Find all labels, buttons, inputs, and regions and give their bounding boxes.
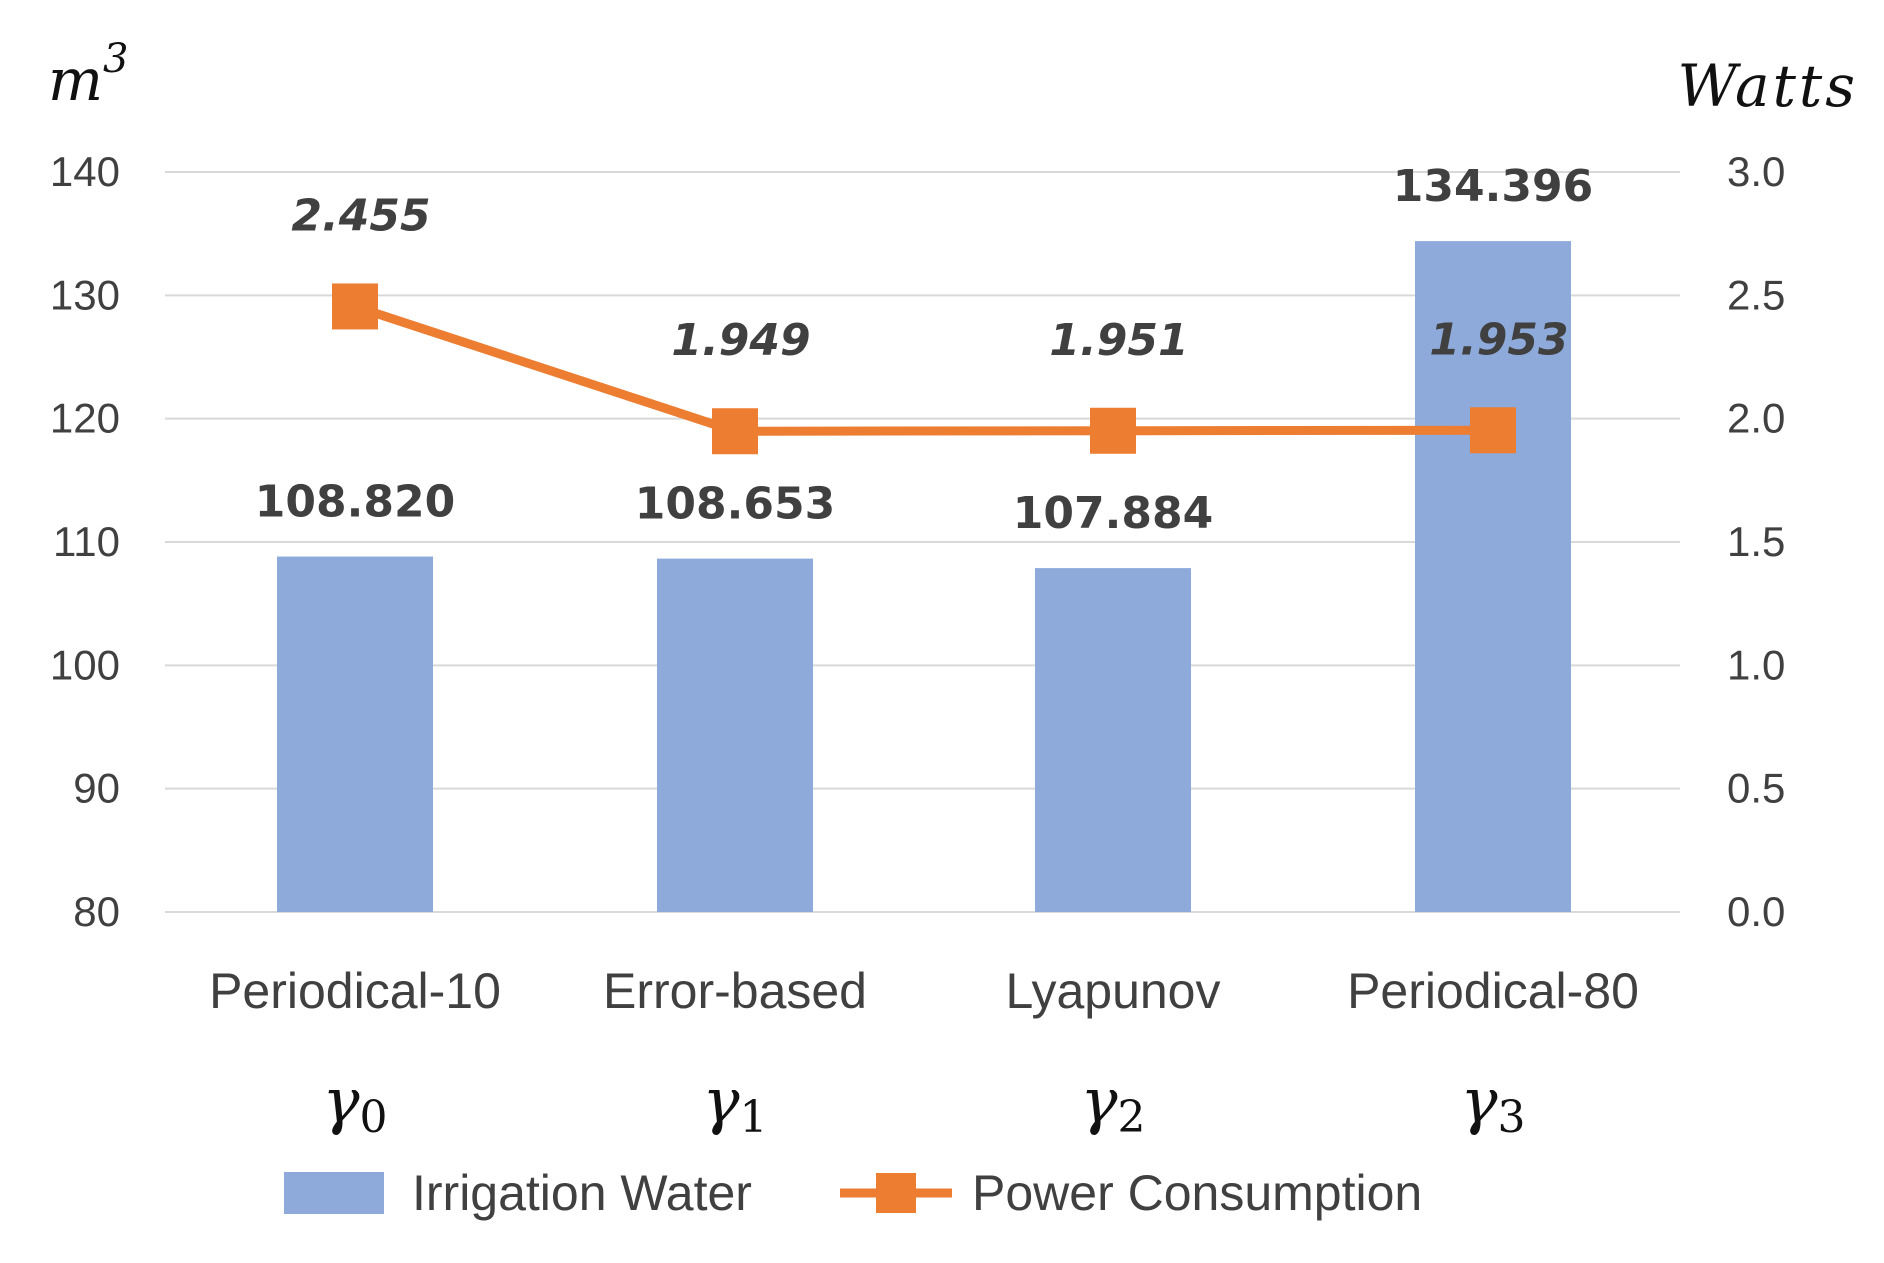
category-symbol-subscript: 3 [1498, 1092, 1526, 1143]
data-labels: 108.820 108.653 107.884 134.396 2.455 1.949 1.… [255, 161, 1593, 539]
left-axis-tick-label: 100 [50, 641, 120, 688]
left-axis-unit-label: m3 [48, 36, 128, 114]
right-axis-tick-label: 1.5 [1727, 518, 1785, 565]
category-symbol-subscript: 0 [360, 1092, 388, 1143]
category-symbol-base: γ [322, 1064, 360, 1137]
bar-irrigation-water [277, 556, 433, 912]
left-axis-tick-label: 80 [73, 888, 120, 935]
right-axis-tick-label: 2.0 [1727, 395, 1785, 442]
right-axis-tick-label: 0.5 [1727, 765, 1785, 812]
legend-label-irrigation-water: Irrigation Water [412, 1165, 752, 1221]
left-axis-tick-label: 90 [73, 765, 120, 812]
power-consumption-marker [332, 283, 378, 330]
left-axis-tick-label: 130 [50, 271, 120, 318]
category-symbol: γ0 [322, 1064, 387, 1143]
bar-irrigation-water [1415, 241, 1571, 913]
category-symbol-base: γ [1080, 1064, 1118, 1137]
left-axis-tick-label: 110 [53, 518, 120, 565]
line-value-label: 1.953 [1429, 314, 1568, 365]
right-axis-tick-label: 1.0 [1727, 641, 1785, 688]
category-symbol-subscript: 1 [740, 1092, 768, 1143]
legend: Irrigation Water Power Consumption [284, 1165, 1422, 1221]
line-value-label: 1.949 [671, 315, 810, 366]
power-consumption-marker [712, 408, 758, 455]
bar-value-label: 108.820 [255, 477, 455, 528]
bar-value-label: 108.653 [635, 479, 835, 530]
left-axis-unit-base: m [48, 46, 103, 114]
bar-irrigation-water [1035, 568, 1191, 912]
category-symbol: γ1 [702, 1064, 767, 1143]
axes: 80901001101201301400.00.51.01.52.02.53.0… [48, 36, 1858, 1143]
category-label: Periodical-10 [209, 963, 501, 1019]
line-value-label: 1.951 [1049, 315, 1188, 366]
legend-swatch-power-marker [876, 1173, 916, 1213]
category-label: Periodical-80 [1347, 963, 1639, 1019]
legend-label-power-consumption: Power Consumption [972, 1165, 1422, 1221]
right-axis-tick-label: 2.5 [1727, 271, 1785, 318]
legend-swatch-irrigation-water [284, 1172, 384, 1214]
category-symbol: γ3 [1460, 1064, 1525, 1143]
power-consumption-marker [1470, 407, 1516, 454]
category-label: Lyapunov [1006, 963, 1221, 1019]
category-symbol-subscript: 2 [1118, 1092, 1146, 1143]
left-axis-unit-sup: 3 [103, 36, 128, 82]
power-consumption-marker [1090, 407, 1136, 454]
power-line [332, 283, 1516, 455]
bar-value-label: 107.884 [1013, 488, 1213, 539]
line-value-label: 2.455 [291, 190, 430, 241]
right-axis-tick-label: 3.0 [1727, 148, 1785, 195]
category-label: Error-based [603, 963, 867, 1019]
right-axis-tick-label: 0.0 [1727, 888, 1785, 935]
left-axis-tick-label: 120 [50, 395, 120, 442]
power-consumption-line [353, 302, 1494, 436]
bars [277, 241, 1571, 913]
left-axis-tick-label: 140 [50, 148, 120, 195]
bar-value-label: 134.396 [1393, 161, 1593, 212]
right-axis-unit-label: Watts [1677, 52, 1858, 120]
category-symbol-base: γ [702, 1064, 740, 1137]
category-symbol: γ2 [1080, 1064, 1145, 1143]
bar-irrigation-water [657, 558, 813, 912]
category-symbol-base: γ [1460, 1064, 1498, 1137]
